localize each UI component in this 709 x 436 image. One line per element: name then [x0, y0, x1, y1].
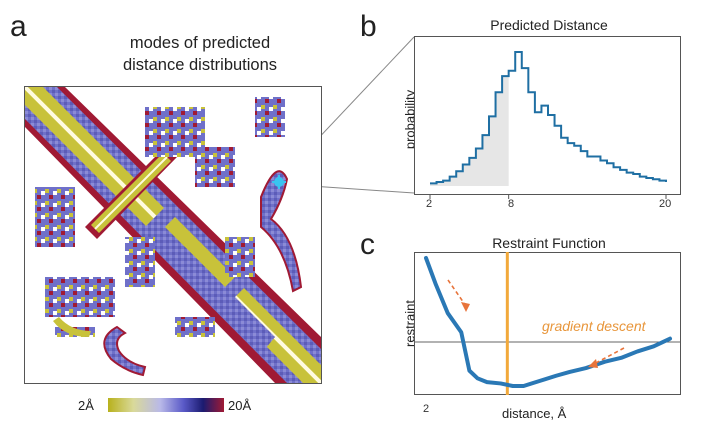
colorbar	[108, 398, 224, 412]
restraint-function-chart	[414, 252, 681, 395]
gradient-arrow-right	[588, 347, 625, 368]
panel-a-title-line2: distance distributions	[122, 56, 278, 74]
colorbar-min-label: 2Å	[78, 398, 94, 413]
colorbar-max-label: 20Å	[228, 398, 252, 413]
panel-b-title: Predicted Distance	[490, 17, 608, 33]
panel-c-title: Restraint Function	[492, 235, 606, 251]
chart-b-tick-20: 20	[659, 198, 672, 210]
chart-c-frame	[414, 252, 681, 395]
panel-c-xlabel: distance, Å	[502, 406, 567, 421]
panel-a-title-line1: modes of predicted	[129, 34, 271, 52]
panel-a-letter: a	[10, 10, 27, 43]
chart-b-tick-2: 2	[426, 198, 433, 210]
distance-map	[25, 87, 321, 383]
panel-a-title: modes of predicted distance distribution…	[60, 32, 340, 76]
chart-b-step-line	[430, 51, 667, 185]
distance-map-frame	[24, 86, 322, 384]
panel-b-letter: b	[360, 10, 377, 43]
chart-c-restraint-curve	[424, 256, 672, 388]
chart-c-tick-2: 2	[423, 403, 430, 415]
chart-b-shaded-region	[430, 76, 509, 186]
panel-c-letter: c	[360, 228, 375, 261]
predicted-distance-chart	[414, 36, 681, 199]
gradient-arrow-left	[447, 279, 470, 312]
gradient-descent-annotation: gradient descent	[542, 318, 646, 334]
chart-b-tick-8: 8	[508, 198, 515, 210]
